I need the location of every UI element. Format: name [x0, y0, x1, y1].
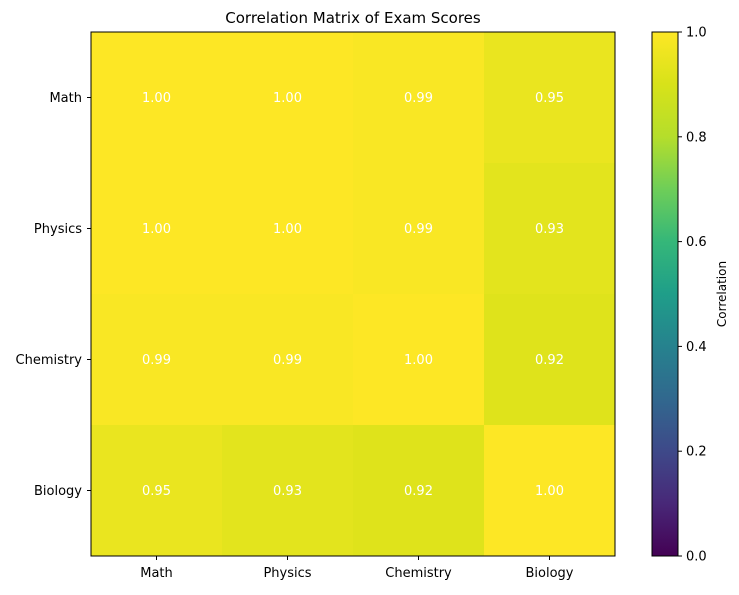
cell-value-label: 1.00: [535, 484, 564, 499]
heatmap-cell: [222, 163, 353, 294]
cell-value-label: 0.99: [273, 353, 302, 368]
heatmap-cell: [222, 294, 353, 425]
heatmap-cell: [353, 163, 484, 294]
cell-value-label: 0.95: [142, 484, 171, 499]
cell-value-label: 0.92: [535, 353, 564, 368]
x-tick-label: Physics: [263, 566, 311, 581]
y-tick-label: Biology: [34, 484, 82, 499]
colorbar-tick-label: 0.0: [686, 550, 707, 565]
heatmap-cell: [222, 32, 353, 163]
y-tick-label: Physics: [34, 222, 82, 237]
cell-value-label: 1.00: [273, 222, 302, 237]
cell-value-label: 0.92: [404, 484, 433, 499]
y-tick-label: Chemistry: [16, 353, 83, 368]
colorbar-gradient: [651, 31, 679, 557]
colorbar-tick-label: 1.0: [686, 26, 707, 41]
colorbar-tick-label: 0.6: [686, 235, 707, 250]
heatmap-cell-labels: 1.00 1.00 0.99 0.95 1.00 1.00 0.99 0.93 0.99 0.99…: [142, 91, 564, 499]
x-axis: Math Physics Chemistry Biology: [140, 556, 574, 581]
chart-title: Correlation Matrix of Exam Scores: [225, 9, 481, 27]
heatmap-cell: [353, 32, 484, 163]
heatmap-cell: [353, 294, 484, 425]
colorbar-tick-label: 0.2: [686, 445, 707, 460]
colorbar-tick-label: 0.4: [686, 340, 707, 355]
heatmap-cell: [91, 163, 222, 294]
heatmap-cell: [484, 32, 615, 163]
cell-value-label: 1.00: [273, 91, 302, 106]
heatmap-cell: [91, 425, 222, 556]
cell-value-label: 1.00: [404, 353, 433, 368]
cell-value-label: 1.00: [142, 222, 171, 237]
colorbar-ticks: 0.0 0.2 0.4 0.6 0.8 1.0: [678, 26, 707, 565]
cell-value-label: 1.00: [142, 91, 171, 106]
cell-value-label: 0.95: [535, 91, 564, 106]
heatmap-cell: [484, 425, 615, 556]
heatmap-cell: [353, 425, 484, 556]
heatmap-cell: [484, 163, 615, 294]
x-tick-label: Math: [140, 566, 173, 581]
heatmap-cells: [91, 32, 615, 556]
x-tick-label: Chemistry: [385, 566, 452, 581]
heatmap-cell: [222, 425, 353, 556]
colorbar: 0.0 0.2 0.4 0.6 0.8 1.0 Correlation: [651, 26, 729, 565]
plot-frame: [90, 31, 616, 557]
colorbar-tick-label: 0.8: [686, 130, 707, 145]
cell-value-label: 0.93: [535, 222, 564, 237]
x-tick-label: Biology: [526, 566, 574, 581]
cell-value-label: 0.93: [273, 484, 302, 499]
heatmap-cell: [91, 32, 222, 163]
colorbar-label: Correlation: [715, 261, 729, 327]
cell-value-label: 0.99: [404, 91, 433, 106]
y-axis: Math Physics Chemistry Biology: [16, 91, 91, 499]
heatmap-cell: [91, 294, 222, 425]
cell-value-label: 0.99: [404, 222, 433, 237]
y-tick-label: Math: [49, 91, 82, 106]
heatmap-cell: [484, 294, 615, 425]
cell-value-label: 0.99: [142, 353, 171, 368]
